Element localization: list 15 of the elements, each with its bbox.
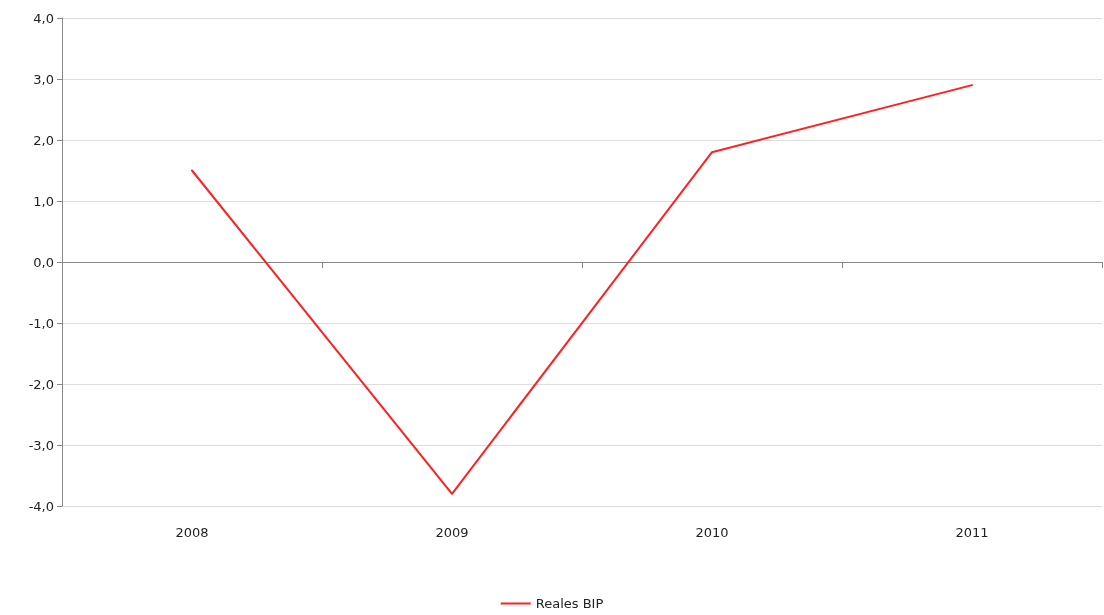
y-tick-label: 3,0	[33, 71, 54, 87]
x-tick-label: 2011	[955, 525, 989, 540]
y-tick-label: -4,0	[28, 498, 54, 514]
y-tick-label: 4,0	[33, 10, 54, 26]
x-tick-label: 2009	[435, 525, 469, 540]
legend-label: Reales BIP	[535, 596, 604, 611]
x-tick-label: 2008	[175, 525, 209, 540]
y-tick-label: -3,0	[28, 437, 54, 453]
y-tick-label: 1,0	[33, 193, 54, 209]
y-tick-label: -2,0	[28, 376, 54, 392]
x-tick-label: 2010	[695, 525, 729, 540]
line-series	[191, 84, 973, 495]
y-tick-label: 2,0	[33, 132, 54, 148]
y-tick-label: -1,0	[28, 315, 54, 331]
y-tick-label: 0,0	[33, 254, 54, 270]
